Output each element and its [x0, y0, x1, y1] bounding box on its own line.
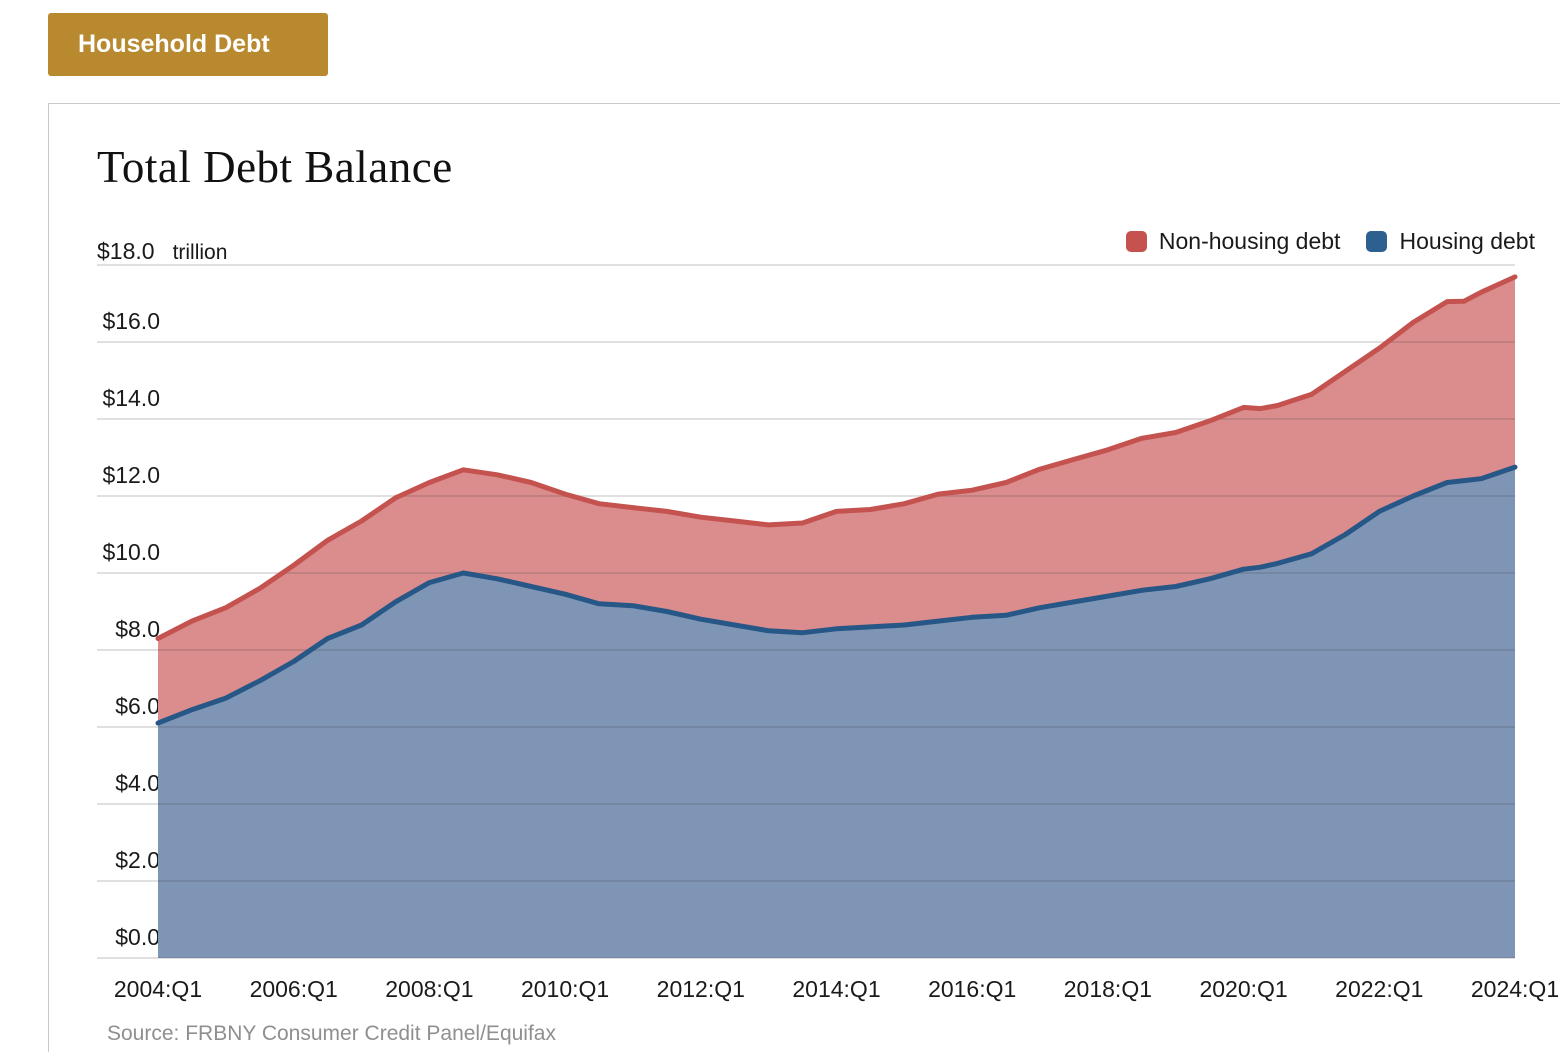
y-axis-label: $2.0	[115, 847, 160, 873]
y-axis-label: $0.0	[115, 924, 160, 950]
x-axis-label: 2020:Q1	[1199, 976, 1288, 1002]
y-max-label: $18.0	[97, 238, 155, 264]
legend-label-housing: Housing debt	[1399, 228, 1535, 254]
y-axis-label: $12.0	[102, 462, 160, 488]
x-axis-label: 2018:Q1	[1063, 976, 1153, 1002]
x-axis-label: 2016:Q1	[928, 976, 1017, 1002]
y-axis-label: $14.0	[102, 385, 160, 411]
y-axis-label: $8.0	[115, 616, 160, 642]
x-axis-label: 2004:Q1	[113, 976, 203, 1002]
y-axis-label: $6.0	[115, 693, 160, 719]
x-axis-label: 2014:Q1	[792, 976, 881, 1002]
legend: Non-housing debt Housing debt	[1125, 228, 1535, 255]
non-housing-swatch-icon	[1125, 231, 1147, 252]
y-axis-top-label: $18.0 trillion	[97, 238, 227, 265]
y-axis-label: $16.0	[102, 308, 160, 334]
tab-household-debt[interactable]: Household Debt	[48, 13, 328, 76]
x-axis-label: 2022:Q1	[1335, 976, 1424, 1002]
x-axis-label: 2024:Q1	[1470, 976, 1560, 1002]
housing-swatch-icon	[1366, 231, 1388, 252]
y-axis-label: $4.0	[115, 770, 160, 796]
legend-item-non-housing: Non-housing debt	[1125, 228, 1341, 255]
chart-title: Total Debt Balance	[97, 142, 453, 192]
y-unit-label: trillion	[172, 241, 228, 264]
x-axis-label: 2006:Q1	[249, 976, 338, 1002]
x-axis-label: 2012:Q1	[656, 976, 745, 1002]
x-axis-label: 2010:Q1	[520, 976, 610, 1002]
source-caption: Source: FRBNY Consumer Credit Panel/Equi…	[107, 1022, 556, 1045]
x-axis-label: 2008:Q1	[385, 976, 474, 1002]
y-axis-label: $10.0	[102, 539, 160, 565]
legend-label-non-housing: Non-housing debt	[1158, 228, 1341, 254]
legend-item-housing: Housing debt	[1366, 228, 1535, 255]
